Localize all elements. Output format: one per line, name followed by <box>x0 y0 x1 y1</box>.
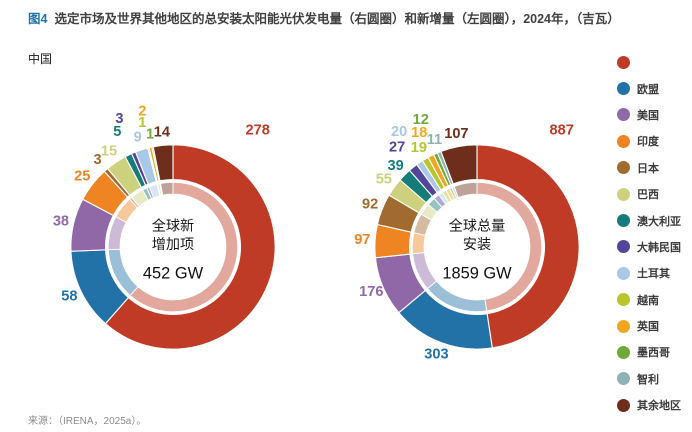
legend-item-label: 英国 <box>637 321 659 334</box>
legend-dot-icon <box>617 345 630 359</box>
legend-item-label: 美国 <box>637 109 659 122</box>
figure-number: 图4 <box>28 12 48 26</box>
slice-value-label-墨西哥: 1 <box>146 126 154 142</box>
slice-value-label-英国: 2 <box>138 104 146 120</box>
donut-chart-cumulative: 887 303 176 97 92 55 39 27 20 19 18 12 11 107 全球总量安装 18… <box>322 92 632 402</box>
legend-item-7: 大韩民国 <box>617 234 689 260</box>
china-label: 中国 <box>28 52 53 66</box>
legend-dot-icon <box>617 161 630 175</box>
legend-item-label: 澳大利亚 <box>637 215 681 228</box>
slice-value-label-中国: 887 <box>550 122 574 138</box>
donut-slice-其余地区 <box>440 144 478 185</box>
slice-value-label-土耳其: 20 <box>391 124 407 140</box>
slice-value-label-巴西: 15 <box>101 143 117 159</box>
slice-value-label-欧盟: 303 <box>424 346 448 362</box>
slice-value-label-越南: 19 <box>411 140 427 156</box>
donut-inner-slice-其余地区 <box>159 181 174 196</box>
legend-item-9: 越南 <box>617 287 689 313</box>
slice-value-label-美国: 38 <box>53 213 69 229</box>
slice-value-label-其余地区: 107 <box>444 126 468 142</box>
legend-item-12: 智利 <box>617 366 689 392</box>
legend-dot-icon <box>617 372 630 386</box>
legend-dot-icon <box>617 214 630 228</box>
donut-center-title: 增加项 <box>152 236 194 252</box>
legend-dot-icon <box>617 82 630 96</box>
slice-value-label-其余地区: 14 <box>154 125 171 141</box>
donut-center-title: 全球新 <box>152 218 194 234</box>
legend-dot-icon <box>617 398 630 412</box>
legend-item-5: 巴西 <box>617 181 689 207</box>
slice-value-label-中国: 278 <box>246 122 270 138</box>
legend-dot-icon <box>617 187 630 201</box>
donut-slice-中国 <box>104 144 276 350</box>
legend-dot-icon <box>617 55 630 69</box>
slice-value-label-土耳其: 9 <box>134 130 142 146</box>
slice-value-label-日本: 3 <box>94 152 102 168</box>
slice-value-label-智利: 11 <box>427 132 442 148</box>
donut-center-title: 全球总量 <box>449 218 506 234</box>
donut-chart-new-additions: 278 58 38 25 3 15 5 3 9 1 2 1 14 全球新 增加项 452 GW <box>18 92 328 402</box>
legend-dot-icon <box>617 108 630 122</box>
slice-value-label-巴西: 55 <box>376 172 392 188</box>
legend-item-6: 澳大利亚 <box>617 207 689 233</box>
slice-value-label-澳大利亚: 5 <box>113 124 121 140</box>
legend-item-8: 土耳其 <box>617 260 689 286</box>
slice-value-label-美国: 176 <box>359 284 383 300</box>
figure-title-text: 选定市场及世界其他地区的总安装太阳能光伏发电量（右圆圈）和新增量（左圆圈），20… <box>54 12 620 26</box>
legend-item-11: 墨西哥 <box>617 339 689 365</box>
slice-value-label-欧盟: 58 <box>61 288 77 304</box>
legend-item-label: 大韩民国 <box>637 241 681 254</box>
legend-item-label: 土耳其 <box>637 268 670 281</box>
legend-item-label: 越南 <box>637 294 659 307</box>
donut-inner-slice-其余地区 <box>453 181 478 199</box>
legend-item-3: 印度 <box>617 128 689 154</box>
legend-dot-icon <box>617 240 630 254</box>
donut-inner-slice-印度 <box>411 232 426 255</box>
legend: 欧盟美国印度日本巴西澳大利亚大韩民国土耳其越南英国墨西哥智利其余地区 <box>617 49 689 418</box>
slice-value-label-墨西哥: 12 <box>413 112 429 128</box>
donut-center-title: 安装 <box>463 236 491 252</box>
legend-dot-icon <box>617 293 630 307</box>
slice-value-label-大韩民国: 27 <box>389 139 405 155</box>
legend-item-label: 智利 <box>637 373 659 386</box>
legend-item-label: 墨西哥 <box>637 347 670 360</box>
slice-value-label-大韩民国: 3 <box>115 111 123 127</box>
donut-center-value: 1859 GW <box>442 265 512 283</box>
legend-item-label: 日本 <box>637 162 659 175</box>
slice-value-label-印度: 97 <box>354 232 370 248</box>
legend-item-2: 美国 <box>617 102 689 128</box>
source-note: 来源：（IRENA，2025a）。 <box>28 416 147 427</box>
legend-item-label: 欧盟 <box>637 83 659 96</box>
slice-value-label-英国: 18 <box>411 125 427 141</box>
legend-item-label: 巴西 <box>637 189 659 202</box>
legend-item-13: 其余地区 <box>617 392 689 418</box>
legend-item-0 <box>617 49 689 75</box>
figure-title: 图4 选定市场及世界其他地区的总安装太阳能光伏发电量（右圆圈）和新增量（左圆圈），… <box>28 10 686 29</box>
legend-item-label: 其余地区 <box>637 400 681 413</box>
legend-item-1: 欧盟 <box>617 75 689 101</box>
slice-value-label-澳大利亚: 39 <box>387 158 403 174</box>
legend-dot-icon <box>617 266 630 280</box>
legend-item-label: 印度 <box>637 136 659 149</box>
donut-center-value: 452 GW <box>143 265 204 283</box>
slice-value-label-日本: 92 <box>362 197 378 213</box>
legend-item-4: 日本 <box>617 155 689 181</box>
legend-dot-icon <box>617 319 630 333</box>
donut-slice-中国 <box>476 144 580 349</box>
slice-value-label-越南: 1 <box>138 115 146 131</box>
donut-slice-其余地区 <box>152 144 174 182</box>
slice-value-label-印度: 25 <box>74 168 90 184</box>
legend-item-10: 英国 <box>617 313 689 339</box>
legend-dot-icon <box>617 134 630 148</box>
